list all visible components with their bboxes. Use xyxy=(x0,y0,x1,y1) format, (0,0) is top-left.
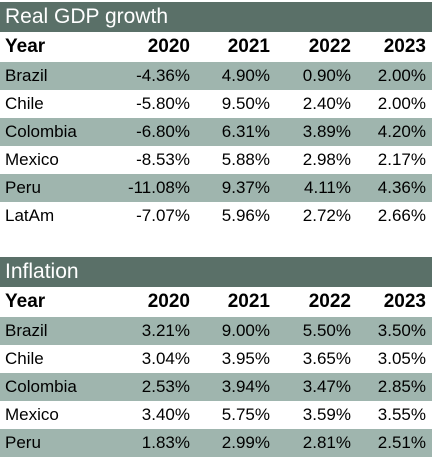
value-cell: 9.00% xyxy=(221,321,270,340)
value-cell: 3.55% xyxy=(377,405,426,424)
table-row: Brazil 3.21% 9.00% 5.50% 3.50% xyxy=(0,317,432,345)
value-cell: 5.75% xyxy=(221,405,270,424)
value-cell: 3.95% xyxy=(221,349,270,368)
value-cell: -8.53% xyxy=(136,150,190,169)
value-cell: 2.81% xyxy=(302,433,351,452)
value-cell: 9.50% xyxy=(221,94,270,113)
inflation-table: Inflation Year 2020 2021 2022 2023 Brazi… xyxy=(0,257,432,457)
value-cell: 2.98% xyxy=(302,150,351,169)
table-row: Peru 1.83% 2.99% 2.81% 2.51% xyxy=(0,429,432,457)
header-cell: 2021 xyxy=(227,291,270,312)
country-cell: Chile xyxy=(5,94,44,113)
value-cell: 2.85% xyxy=(377,377,426,396)
value-cell: 2.53% xyxy=(141,377,190,396)
value-cell: 9.37% xyxy=(221,178,270,197)
table-row: Brazil -4.36% 4.90% 0.90% 2.00% xyxy=(0,62,432,90)
value-cell: 3.65% xyxy=(302,349,351,368)
gdp-header-row: Year 2020 2021 2022 2023 xyxy=(0,32,432,62)
header-cell: 2020 xyxy=(147,291,190,312)
inflation-table-title: Inflation xyxy=(0,257,432,287)
value-cell: -4.36% xyxy=(136,66,190,85)
value-cell: 3.40% xyxy=(141,405,190,424)
gdp-table: Real GDP growth Year 2020 2021 2022 2023… xyxy=(0,2,432,230)
inflation-header-row: Year 2020 2021 2022 2023 xyxy=(0,287,432,317)
country-cell: Brazil xyxy=(5,66,48,85)
header-cell: 2023 xyxy=(383,291,426,312)
header-cell: 2022 xyxy=(308,36,351,57)
value-cell: 3.05% xyxy=(377,349,426,368)
value-cell: 2.51% xyxy=(377,433,426,452)
value-cell: 5.88% xyxy=(221,150,270,169)
value-cell: 3.89% xyxy=(302,122,351,141)
value-cell: 3.47% xyxy=(302,377,351,396)
value-cell: 2.72% xyxy=(302,206,351,225)
country-cell: Peru xyxy=(5,433,41,452)
country-cell: Mexico xyxy=(5,405,59,424)
value-cell: 2.66% xyxy=(377,206,426,225)
table-row: Peru -11.08% 9.37% 4.11% 4.36% xyxy=(0,174,432,202)
value-cell: 4.36% xyxy=(377,178,426,197)
country-cell: Colombia xyxy=(5,122,77,141)
value-cell: 0.90% xyxy=(302,66,351,85)
value-cell: 2.00% xyxy=(377,66,426,85)
table-row: Colombia -6.80% 6.31% 3.89% 4.20% xyxy=(0,118,432,146)
header-cell: Year xyxy=(5,291,46,312)
value-cell: 1.83% xyxy=(141,433,190,452)
country-cell: Mexico xyxy=(5,150,59,169)
value-cell: 2.40% xyxy=(302,94,351,113)
header-cell: Year xyxy=(5,36,46,57)
value-cell: 5.96% xyxy=(221,206,270,225)
table-row: LatAm -7.07% 5.96% 2.72% 2.66% xyxy=(0,202,432,230)
gdp-table-title: Real GDP growth xyxy=(0,2,432,32)
value-cell: 4.90% xyxy=(221,66,270,85)
value-cell: -6.80% xyxy=(136,122,190,141)
value-cell: 3.94% xyxy=(221,377,270,396)
value-cell: 2.99% xyxy=(221,433,270,452)
value-cell: -5.80% xyxy=(136,94,190,113)
value-cell: 4.20% xyxy=(377,122,426,141)
table-row: Chile -5.80% 9.50% 2.40% 2.00% xyxy=(0,90,432,118)
country-cell: Chile xyxy=(5,349,44,368)
value-cell: 3.04% xyxy=(141,349,190,368)
value-cell: 5.50% xyxy=(302,321,351,340)
country-cell: Colombia xyxy=(5,377,77,396)
country-cell: Peru xyxy=(5,178,41,197)
value-cell: 2.17% xyxy=(377,150,426,169)
header-cell: 2023 xyxy=(383,36,426,57)
value-cell: -11.08% xyxy=(127,178,190,197)
table-row: Mexico -8.53% 5.88% 2.98% 2.17% xyxy=(0,146,432,174)
header-cell: 2022 xyxy=(308,291,351,312)
value-cell: 6.31% xyxy=(221,122,270,141)
table-row: Colombia 2.53% 3.94% 3.47% 2.85% xyxy=(0,373,432,401)
value-cell: 3.59% xyxy=(302,405,351,424)
value-cell: -7.07% xyxy=(136,206,190,225)
value-cell: 3.21% xyxy=(141,321,190,340)
value-cell: 2.00% xyxy=(377,94,426,113)
country-cell: LatAm xyxy=(5,206,55,225)
value-cell: 3.50% xyxy=(377,321,426,340)
table-row: Mexico 3.40% 5.75% 3.59% 3.55% xyxy=(0,401,432,429)
table-row: Chile 3.04% 3.95% 3.65% 3.05% xyxy=(0,345,432,373)
country-cell: Brazil xyxy=(5,321,48,340)
header-cell: 2021 xyxy=(227,36,270,57)
value-cell: 4.11% xyxy=(304,178,351,197)
header-cell: 2020 xyxy=(147,36,190,57)
